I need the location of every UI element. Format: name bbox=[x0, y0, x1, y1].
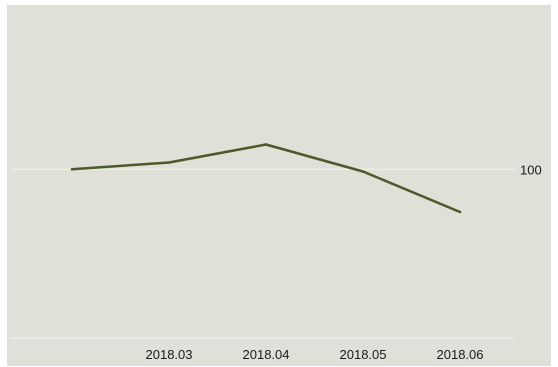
x-tick-label: 2018.04 bbox=[243, 347, 290, 362]
x-tick-label: 2018.05 bbox=[340, 347, 387, 362]
x-tick-label: 2018.03 bbox=[146, 347, 193, 362]
chart-background bbox=[7, 5, 551, 366]
data-point bbox=[264, 143, 268, 146]
data-point bbox=[167, 161, 171, 164]
data-point bbox=[458, 210, 462, 214]
data-point bbox=[70, 168, 74, 171]
chart-area: 100 2018.03 2018.04 2018.05 2018.06 bbox=[7, 5, 551, 366]
x-tick-label: 2018.06 bbox=[437, 347, 484, 362]
data-point bbox=[361, 170, 365, 173]
y-tick-label: 100 bbox=[520, 162, 542, 177]
line-chart: 100 2018.03 2018.04 2018.05 2018.06 bbox=[7, 5, 551, 366]
